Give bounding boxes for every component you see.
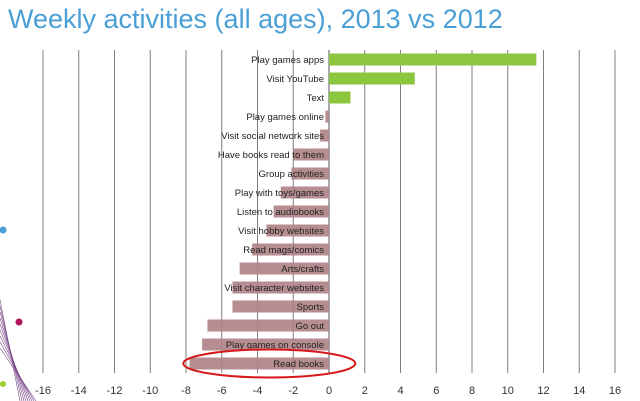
category-label: Visit hobby websites (238, 226, 324, 237)
x-tick-label: 6 (433, 385, 439, 397)
category-label: Group activities (259, 169, 325, 180)
category-label: Visit social network sites (221, 131, 324, 142)
category-label: Read mags/comics (243, 245, 324, 256)
x-tick-label: -6 (217, 385, 227, 397)
x-tick-label: 12 (537, 385, 549, 397)
x-tick-label: -4 (253, 385, 263, 397)
bar (329, 91, 351, 104)
x-tick-label: 4 (397, 385, 403, 397)
x-tick-label: 16 (609, 385, 621, 397)
chart-x-axis: -16 -14 -12 -10 -8 -6 -4 -2 0 2 4 6 8 10 12 14 16 (35, 385, 621, 397)
highlight-ellipse (182, 348, 357, 379)
bar (320, 129, 329, 142)
bar (207, 319, 329, 332)
bar (293, 148, 329, 161)
category-label: Play games apps (251, 55, 324, 66)
decor-line (0, 329, 31, 401)
x-tick-label: -14 (71, 385, 87, 397)
category-label: Listen to audiobooks (237, 207, 324, 218)
decor-line (0, 347, 37, 401)
x-tick-label: 8 (469, 385, 475, 397)
x-tick-label: -2 (288, 385, 298, 397)
category-label: Have books read to them (218, 150, 324, 161)
bar (329, 53, 537, 66)
bar (273, 205, 329, 218)
x-tick-label: 0 (326, 385, 332, 397)
category-label: Play with toys/games (235, 188, 324, 199)
category-label: Read books (273, 359, 324, 370)
x-tick-label: 14 (573, 385, 585, 397)
bar (202, 338, 329, 351)
decor-line (0, 335, 33, 401)
bar (280, 186, 329, 199)
bar (232, 300, 329, 313)
x-tick-label: -8 (181, 385, 191, 397)
bar (291, 167, 329, 180)
chart-annotation (182, 348, 357, 379)
category-label: Visit YouTube (266, 74, 324, 85)
chart-bars (189, 53, 537, 370)
x-tick-label: -16 (35, 385, 51, 397)
category-label: Text (307, 93, 325, 104)
chart-gridlines (42, 50, 616, 373)
decor-dot (0, 226, 7, 234)
decor-dot (15, 318, 23, 326)
category-label: Sports (297, 302, 325, 313)
bar (266, 224, 329, 237)
bar (252, 243, 329, 256)
x-tick-label: 2 (362, 385, 368, 397)
slide-title: Weekly activities (all ages), 2013 vs 20… (8, 4, 503, 34)
bar (239, 262, 329, 275)
category-label: Go out (295, 321, 324, 332)
bar (325, 110, 329, 123)
x-tick-label: -10 (142, 385, 158, 397)
bar (232, 281, 329, 294)
category-label: Play games on console (226, 340, 324, 351)
bar (189, 357, 329, 370)
bar (329, 72, 415, 85)
category-label: Arts/crafts (281, 264, 324, 275)
x-tick-label: -12 (107, 385, 123, 397)
chart-category-labels: Play games apps Visit YouTube Text Play gam… (218, 55, 325, 370)
slide-decoration (0, 226, 37, 401)
x-tick-label: 10 (502, 385, 514, 397)
category-label: Visit character websites (224, 283, 324, 294)
category-label: Play games online (246, 112, 324, 123)
decor-line (0, 341, 35, 401)
decor-dot (0, 381, 6, 387)
